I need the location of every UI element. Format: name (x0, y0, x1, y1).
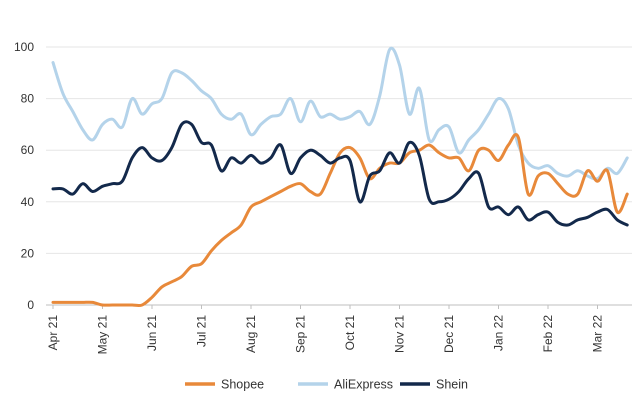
x-tick-label: Mar 22 (591, 315, 605, 353)
x-tick-label: Dec 21 (442, 315, 456, 353)
y-tick-label: 60 (21, 143, 35, 157)
y-tick-label: 80 (21, 92, 35, 106)
legend-label-aliexpress: AliExpress (334, 378, 393, 392)
x-tick-label: Apr 21 (46, 315, 60, 351)
y-axis-ticks: 0 20 40 60 80 100 (14, 40, 34, 312)
x-tick-label: Oct 21 (343, 315, 357, 351)
y-gridlines (46, 46, 632, 254)
series-lines (51, 46, 629, 308)
x-tick-label: Sep 21 (294, 315, 308, 353)
y-tick-label: 100 (14, 40, 34, 54)
x-tick-label: Jul 21 (195, 315, 209, 347)
x-tick-label: May 21 (96, 315, 110, 355)
y-tick-label: 40 (21, 195, 35, 209)
series-line-shopee (51, 133, 629, 308)
y-tick-label: 20 (21, 246, 35, 260)
legend-label-shein: Shein (436, 378, 468, 392)
x-axis-ticks: Apr 21 May 21 Jun 21 Jul 21 Aug 21 Sep 21 Oct … (46, 305, 605, 354)
x-tick-label: Nov 21 (393, 315, 407, 353)
x-tick-label: Jun 21 (145, 315, 159, 351)
series-line-shein (51, 120, 629, 227)
x-tick-label: Aug 21 (244, 315, 258, 353)
x-tick-label: Jan 22 (492, 315, 506, 351)
x-tick-label: Feb 22 (541, 315, 555, 353)
legend-label-shopee: Shopee (221, 378, 264, 392)
legend: Shopee AliExpress Shein (185, 378, 468, 392)
y-tick-label: 0 (27, 298, 34, 312)
series-line-aliexpress (51, 46, 629, 181)
